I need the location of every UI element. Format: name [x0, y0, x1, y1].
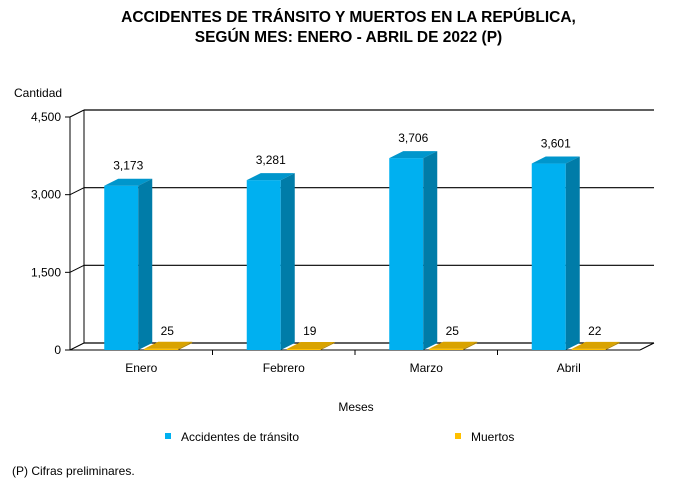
data-label: 22: [588, 324, 602, 338]
x-tick-label: Enero: [125, 361, 157, 375]
data-label: 3,173: [113, 159, 143, 173]
x-tick-label: Febrero: [263, 361, 305, 375]
y-tick-label: 1,500: [31, 265, 61, 279]
floor-right-edge: [639, 342, 655, 351]
bar-side-face: [280, 173, 295, 350]
bar-top-face: [429, 341, 478, 349]
gridline-depth: [69, 187, 85, 196]
legend-label: Accidentes de tránsito: [181, 430, 299, 444]
data-label: 25: [161, 324, 175, 338]
x-tick-label: Marzo: [410, 361, 444, 375]
footnote: (P) Cifras preliminares.: [12, 464, 135, 478]
y-tick-label: 3,000: [31, 188, 61, 202]
bar-accidentes: [104, 185, 139, 350]
gridline-depth: [69, 342, 85, 351]
x-tick-label: Abril: [557, 361, 581, 375]
bar-accidentes: [389, 158, 424, 350]
data-label: 3,281: [256, 153, 286, 167]
bar-side-face: [178, 341, 193, 350]
bar-muertos: [571, 348, 606, 350]
gridline-depth: [69, 264, 85, 273]
bar-muertos: [429, 348, 464, 350]
bar-top-face: [389, 151, 438, 159]
chart-title-block: ACCIDENTES DE TRÁNSITO Y MUERTOS EN LA R…: [0, 8, 697, 48]
bar-muertos: [144, 348, 179, 350]
chart-title: ACCIDENTES DE TRÁNSITO Y MUERTOS EN LA R…: [121, 9, 576, 26]
bar-side-face: [423, 151, 438, 350]
bar-top-face: [104, 178, 153, 186]
bar-side-face: [605, 341, 620, 350]
bar-muertos: [286, 349, 321, 350]
bar-accidentes: [246, 180, 281, 350]
bar-side-face: [565, 156, 580, 350]
legend-swatch-muertos: [455, 433, 461, 439]
bar-top-face: [531, 156, 580, 164]
bar-top-face: [286, 342, 335, 350]
data-label: 3,706: [398, 131, 428, 145]
bar-top-face: [571, 341, 620, 349]
legend-swatch-accidentes: [165, 433, 171, 439]
y-axis-title: Cantidad: [14, 86, 62, 100]
bar-side-face: [463, 341, 478, 350]
y-tick-label: 4,500: [31, 110, 61, 124]
bar-top-face: [144, 341, 193, 349]
gridline-depth: [69, 109, 85, 118]
legend-label: Muertos: [471, 430, 514, 444]
bar-side-face: [138, 178, 153, 350]
data-label: 19: [303, 324, 317, 338]
data-label: 3,601: [541, 137, 571, 151]
bar-side-face: [320, 342, 335, 350]
y-tick-label: 0: [54, 343, 61, 357]
chart-subtitle: SEGÚN MES: ENERO - ABRIL DE 2022 (P): [194, 29, 503, 46]
x-axis-title: Meses: [338, 400, 373, 414]
data-label: 25: [446, 324, 460, 338]
bar-top-face: [246, 173, 295, 181]
bar-accidentes: [531, 163, 566, 350]
